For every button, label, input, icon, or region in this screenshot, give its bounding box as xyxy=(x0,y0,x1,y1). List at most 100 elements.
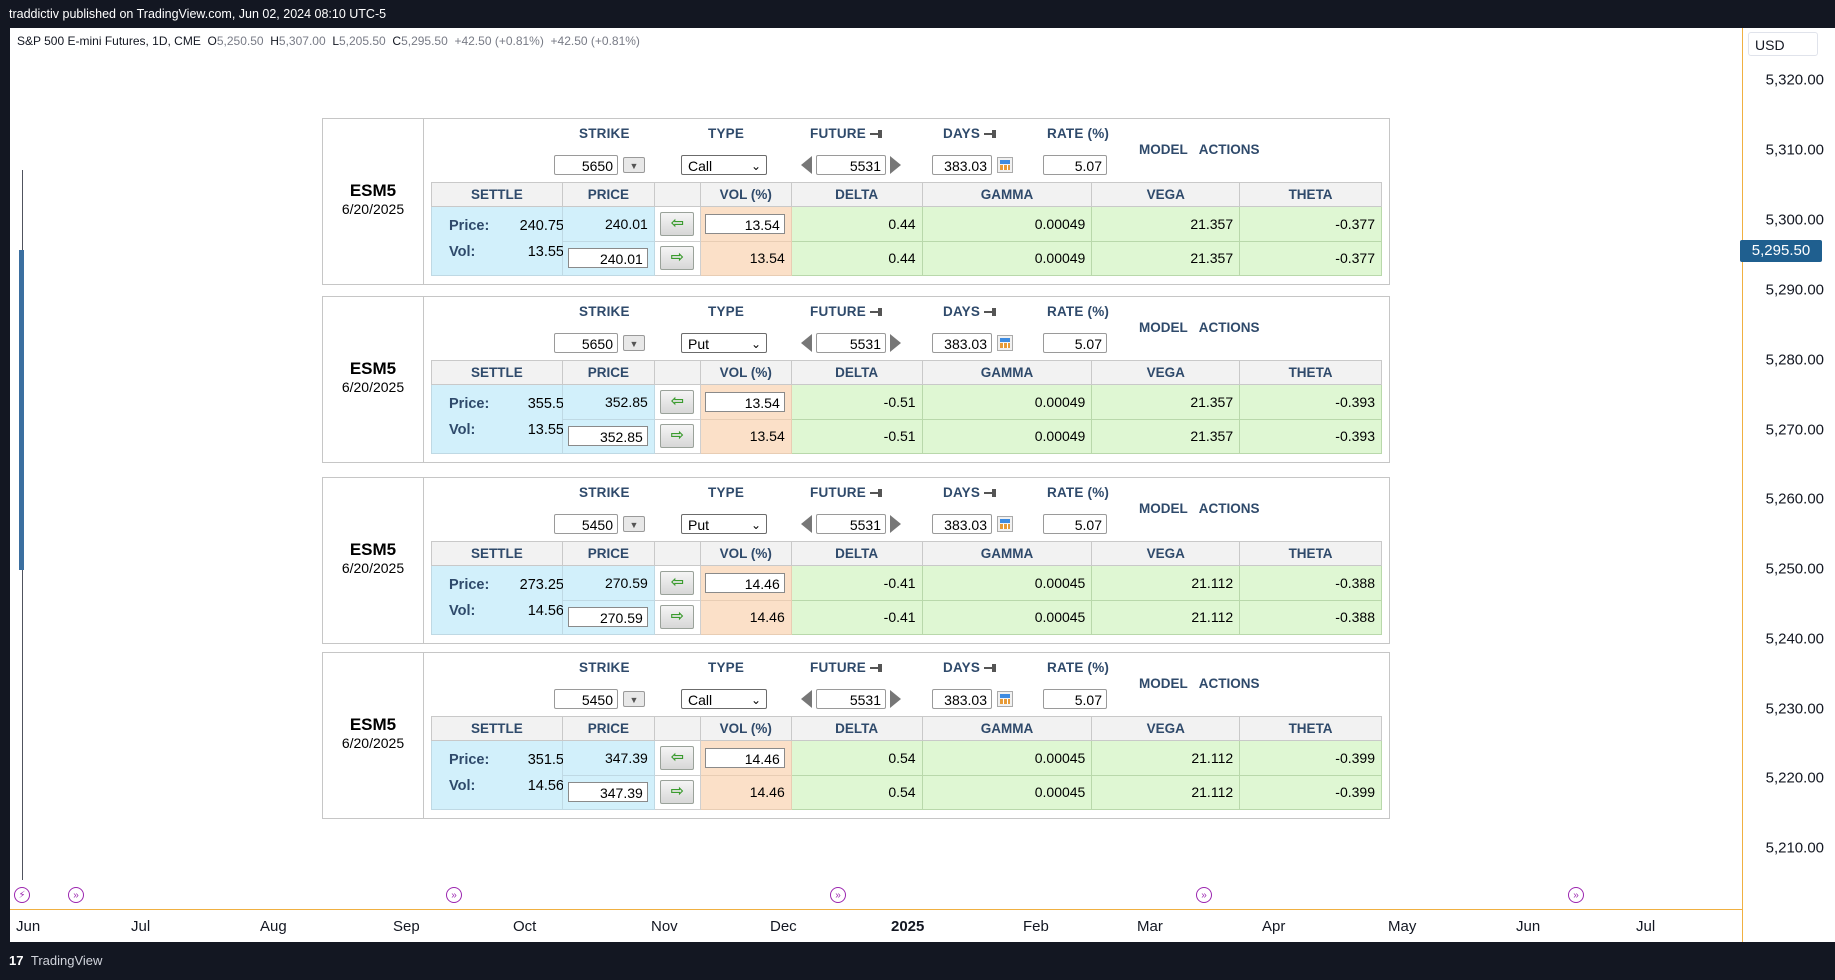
rate-input[interactable]: 5.07 xyxy=(1043,333,1107,353)
time-label: May xyxy=(1388,918,1417,935)
price-input[interactable]: 270.59 xyxy=(567,607,648,628)
arrow-cell: ⇨ xyxy=(653,774,701,811)
contract-expiry: 6/20/2025 xyxy=(341,379,405,395)
settle-price-label: Price: xyxy=(449,577,490,594)
option-type-select[interactable]: Call ⌄ xyxy=(681,155,767,175)
price-input-cell: 347.39 xyxy=(561,774,655,811)
contract-info: ESM5 6/20/2025 xyxy=(323,119,424,284)
arrow-right-icon[interactable]: ⇨ xyxy=(660,780,695,805)
arrow-left-icon[interactable]: ⇦ xyxy=(660,389,695,414)
option-type-select[interactable]: Put ⌄ xyxy=(681,333,767,353)
future-decrement-icon[interactable] xyxy=(801,690,812,708)
vega-col-header: VEGA xyxy=(1091,540,1241,567)
strike-input[interactable]: 5450 xyxy=(554,514,618,534)
vol-input[interactable]: 13.54 xyxy=(704,391,785,412)
strike-dropdown-button[interactable]: ▼ xyxy=(623,691,645,707)
vega-cell: 21.357 xyxy=(1091,384,1241,420)
strike-dropdown-button[interactable]: ▼ xyxy=(623,335,645,351)
future-increment-icon[interactable] xyxy=(890,334,901,352)
vol-input[interactable]: 14.46 xyxy=(704,747,785,768)
vega-col-header: VEGA xyxy=(1091,359,1241,386)
calendar-icon[interactable] xyxy=(997,691,1013,707)
option-panel: ESM5 6/20/2025 STRIKE TYPE FUTURE DAYS R… xyxy=(322,652,1390,819)
currency-selector[interactable]: USD xyxy=(1748,32,1818,56)
vol-input[interactable]: 13.54 xyxy=(704,213,785,234)
low-label: L xyxy=(332,34,339,48)
vol-input[interactable]: 14.46 xyxy=(704,572,785,593)
vol-col-header: VOL (%) xyxy=(699,715,792,742)
pin-icon[interactable] xyxy=(984,489,999,498)
time-axis-line xyxy=(10,909,1742,910)
rate-input[interactable]: 5.07 xyxy=(1043,689,1107,709)
option-type-select[interactable]: Put ⌄ xyxy=(681,514,767,534)
days-input[interactable]: 383.03 xyxy=(932,689,992,709)
strike-input[interactable]: 5450 xyxy=(554,689,618,709)
arrow-cell: ⇦ xyxy=(653,565,701,601)
days-input[interactable]: 383.03 xyxy=(932,155,992,175)
contract-info: ESM5 6/20/2025 xyxy=(323,297,424,462)
pin-icon[interactable] xyxy=(869,130,884,139)
calc-vol-cell: 14.46 xyxy=(699,774,792,811)
pin-icon[interactable] xyxy=(984,308,999,317)
rate-input[interactable]: 5.07 xyxy=(1043,514,1107,534)
future-decrement-icon[interactable] xyxy=(801,156,812,174)
strike-dropdown-button[interactable]: ▼ xyxy=(623,516,645,532)
arrow-right-icon[interactable]: ⇨ xyxy=(660,424,695,449)
future-header: FUTURE xyxy=(810,304,884,319)
calendar-icon[interactable] xyxy=(997,157,1013,173)
pin-icon[interactable] xyxy=(984,664,999,673)
pin-icon[interactable] xyxy=(869,664,884,673)
arrow-right-icon[interactable]: ⇨ xyxy=(660,605,695,630)
price-axis[interactable]: USD 5,320.00 5,310.00 5,300.00 5,290.00 … xyxy=(1742,28,1835,942)
days-header-label: DAYS xyxy=(943,126,981,141)
dividend-event-icon[interactable]: » xyxy=(1196,887,1212,903)
price-input[interactable]: 352.85 xyxy=(567,426,648,447)
rate-input[interactable]: 5.07 xyxy=(1043,155,1107,175)
lightning-event-icon[interactable]: ⚡ xyxy=(14,887,30,903)
strike-input[interactable]: 5650 xyxy=(554,333,618,353)
gamma-col-header: GAMMA xyxy=(921,359,1093,386)
vega-cell: 21.112 xyxy=(1091,599,1241,636)
arrow-col-header xyxy=(653,540,701,567)
dividend-event-icon[interactable]: » xyxy=(68,887,84,903)
settle-price-value: 355.5 xyxy=(527,396,564,413)
arrow-left-icon[interactable]: ⇦ xyxy=(660,211,695,236)
model-header: MODEL xyxy=(1139,501,1188,516)
dividend-event-icon[interactable]: » xyxy=(446,887,462,903)
current-price-label: 5,295.50 xyxy=(1740,240,1822,262)
price-input[interactable]: 347.39 xyxy=(567,782,648,803)
arrow-left-icon[interactable]: ⇦ xyxy=(660,745,695,770)
future-increment-icon[interactable] xyxy=(890,156,901,174)
calc-price-cell: 240.01 xyxy=(561,206,655,242)
days-header-label: DAYS xyxy=(943,485,981,500)
future-input[interactable]: 5531 xyxy=(816,514,886,534)
strike-dropdown-button[interactable]: ▼ xyxy=(623,157,645,173)
future-input[interactable]: 5531 xyxy=(816,155,886,175)
pin-icon[interactable] xyxy=(869,489,884,498)
arrow-right-icon[interactable]: ⇨ xyxy=(660,246,695,271)
option-type-select[interactable]: Call ⌄ xyxy=(681,689,767,709)
days-input[interactable]: 383.03 xyxy=(932,333,992,353)
future-decrement-icon[interactable] xyxy=(801,334,812,352)
delta-cell: 0.54 xyxy=(790,740,923,776)
price-input[interactable]: 240.01 xyxy=(567,248,648,269)
arrow-left-icon[interactable]: ⇦ xyxy=(660,570,695,595)
dividend-event-icon[interactable]: » xyxy=(1568,887,1584,903)
pin-icon[interactable] xyxy=(984,130,999,139)
calendar-icon[interactable] xyxy=(997,516,1013,532)
future-input[interactable]: 5531 xyxy=(816,689,886,709)
calendar-icon[interactable] xyxy=(997,335,1013,351)
days-input[interactable]: 383.03 xyxy=(932,514,992,534)
future-input[interactable]: 5531 xyxy=(816,333,886,353)
future-increment-icon[interactable] xyxy=(890,690,901,708)
dividend-event-icon[interactable]: » xyxy=(830,887,846,903)
days-header-label: DAYS xyxy=(943,304,981,319)
future-increment-icon[interactable] xyxy=(890,515,901,533)
symbol-title[interactable]: S&P 500 E-mini Futures, 1D, CME xyxy=(17,34,201,48)
pin-icon[interactable] xyxy=(869,308,884,317)
strike-header: STRIKE xyxy=(579,660,630,675)
high-value: 5,307.00 xyxy=(278,34,326,48)
settle-cell: Price: 351.5 Vol: 14.56 xyxy=(431,740,564,810)
strike-input[interactable]: 5650 xyxy=(554,155,618,175)
future-decrement-icon[interactable] xyxy=(801,515,812,533)
